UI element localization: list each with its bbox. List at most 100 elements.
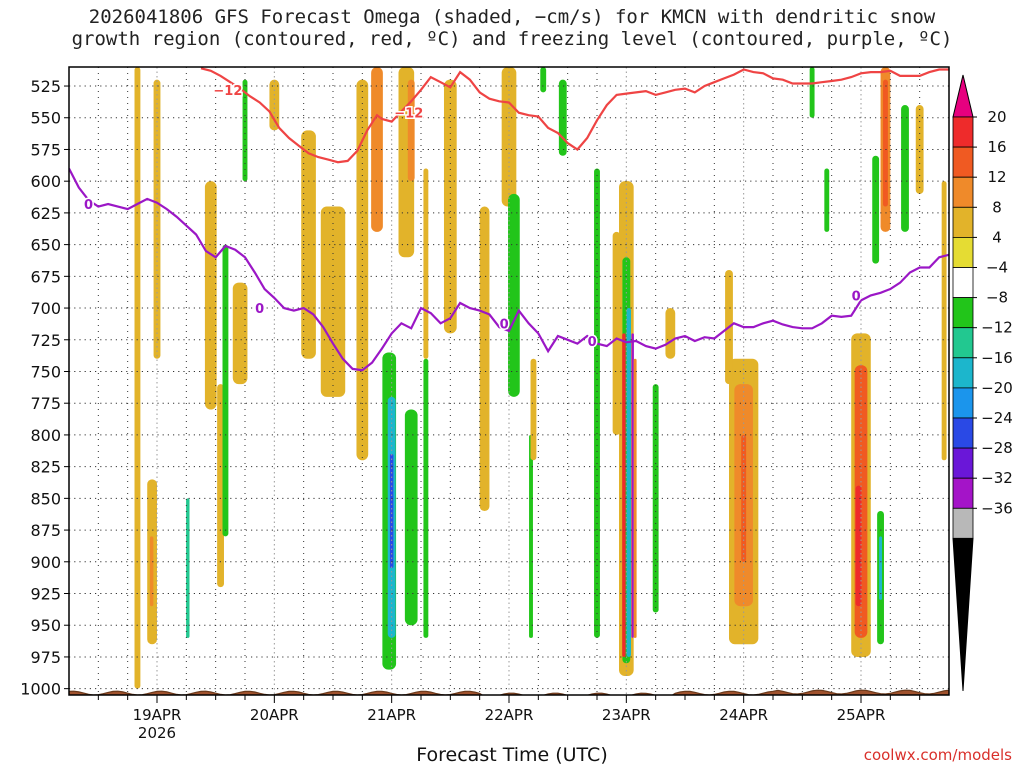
omega-cell-50 [872, 155, 880, 264]
y-tick-label-675: 675 [30, 267, 61, 286]
x-tick-label-22APR: 22APR [485, 706, 534, 724]
freezing-level-label: 0 [500, 317, 509, 332]
x-tick-label-25APR: 25APR [837, 706, 886, 724]
colorbar: 20 16 12 8 4 −4 −8 −12 −16 −20 −24 −28 −32 −36 [952, 74, 1013, 692]
colorbar-swatch-13 [952, 477, 974, 509]
y-tick-label-550: 550 [30, 109, 61, 128]
colorbar-swatch-7 [952, 297, 974, 329]
omega-cell-27 [529, 434, 533, 638]
credit-link[interactable]: coolwx.com/models [863, 746, 1012, 764]
omega-cell-43 [741, 434, 747, 562]
omega-cell-30 [558, 79, 567, 156]
colorbar-swatch-9 [952, 357, 974, 389]
colorbar-label-6: −8 [986, 289, 1008, 307]
y-tick-label-800: 800 [30, 426, 61, 445]
omega-cell-29 [540, 67, 547, 93]
colorbar-label-4: 4 [992, 228, 1002, 246]
chart-title: 2026041806 GFS Forecast Omega (shaded, −… [0, 6, 1024, 50]
colorbar-label-9: −20 [981, 379, 1013, 397]
y-tick-label-875: 875 [30, 521, 61, 540]
y-tick-label-825: 825 [30, 458, 61, 477]
contours: 0 0 0 0 0 −12 −12 [69, 67, 949, 372]
omega-cell-25 [501, 67, 517, 207]
omega-cell-13 [356, 79, 369, 461]
colorbar-swatch-6 [952, 267, 974, 299]
omega-cell-20 [423, 168, 429, 359]
x-tick-label-21APR: 21APR [367, 706, 416, 724]
omega-cell-19 [423, 358, 429, 638]
omega-cell-35 [626, 308, 631, 657]
y-tick-label-625: 625 [30, 204, 61, 223]
freezing-level-label: 0 [255, 302, 264, 317]
y-tick-label-650: 650 [30, 236, 61, 255]
omega-cell-38 [633, 358, 637, 638]
omega-cell-23 [443, 79, 457, 334]
colorbar-top-arrow [952, 74, 974, 118]
omega-cell-28 [530, 358, 537, 461]
chart-title-line2: growth region (contoured, red, ºC) and f… [71, 28, 953, 50]
omega-cell-1 [153, 79, 161, 359]
colorbar-label-13: −36 [981, 499, 1013, 517]
colorbar-label-10: −24 [981, 409, 1013, 427]
omega-cell-9 [232, 282, 248, 385]
colorbar-swatch-2 [952, 146, 974, 178]
y-tick-label-1000: 1000 [20, 680, 61, 699]
y-tick-label-725: 725 [30, 331, 61, 350]
x-tick-sublabel: 2026 [138, 724, 176, 742]
colorbar-label-2: 12 [987, 168, 1006, 186]
y-tick-label-850: 850 [30, 489, 61, 508]
omega-cell-55 [901, 105, 909, 232]
freezing-level-label: 0 [84, 198, 93, 213]
omega-cell-36 [622, 333, 626, 657]
omega-cell-14 [371, 67, 383, 232]
colorbar-swatch-10 [952, 387, 974, 419]
y-tick-label-700: 700 [30, 299, 61, 318]
y-tick-label-575: 575 [30, 140, 61, 159]
chart-title-line1: 2026041806 GFS Forecast Omega (shaded, −… [88, 6, 936, 28]
colorbar-label-12: −32 [981, 469, 1013, 487]
omega-cell-49 [855, 485, 862, 607]
omega-cell-45 [809, 67, 815, 118]
x-tick-label-23APR: 23APR [602, 706, 651, 724]
omega-cell-8 [242, 79, 248, 182]
omega-cell-40 [665, 308, 676, 359]
colorbar-label-8: −16 [981, 349, 1013, 367]
omega-cell-32 [612, 231, 621, 435]
terrain-outline [69, 689, 949, 695]
y-axis-pressure: 525 550 575 600 625 650 675 700 725 750 775 800 825 8… [20, 77, 69, 699]
y-tick-label-950: 950 [30, 616, 61, 635]
gridlines [69, 67, 949, 695]
freezing-level-label: 0 [588, 335, 597, 350]
colorbar-swatch-4 [952, 206, 974, 238]
y-tick-label-975: 975 [30, 648, 61, 667]
colorbar-swatch-1 [952, 116, 974, 148]
omega-cell-7 [222, 244, 229, 537]
x-tick-label-24APR: 24APR [719, 706, 768, 724]
colorbar-bottom-arrow [952, 537, 974, 692]
omega-cell-22 [407, 79, 415, 182]
colorbar-swatch-3 [952, 176, 974, 208]
omega-cell-4 [186, 498, 190, 638]
omega-cell-3 [149, 536, 154, 607]
omega-cell-46 [824, 168, 830, 232]
omega-cell-52 [879, 536, 883, 600]
omega-cell-5 [204, 181, 217, 410]
y-tick-label-775: 775 [30, 394, 61, 413]
omega-cell-54 [883, 79, 888, 207]
y-tick-label-925: 925 [30, 585, 61, 604]
omega-cell-0 [134, 67, 141, 689]
colorbar-label-5: −4 [986, 259, 1008, 277]
colorbar-swatch-11 [952, 417, 974, 449]
omega-cell-18 [404, 409, 418, 626]
colorbar-swatch-8 [952, 327, 974, 359]
terrain-ground [69, 689, 949, 695]
x-axis-title: Forecast Time (UTC) [416, 744, 608, 766]
y-tick-label-600: 600 [30, 172, 61, 191]
freezing-level-label: 0 [852, 289, 861, 304]
omega-cell-6 [217, 384, 224, 588]
colorbar-label-7: −12 [981, 319, 1013, 337]
x-tick-label-19APR: 19APR [133, 706, 182, 724]
colorbar-swatch-5 [952, 236, 974, 268]
